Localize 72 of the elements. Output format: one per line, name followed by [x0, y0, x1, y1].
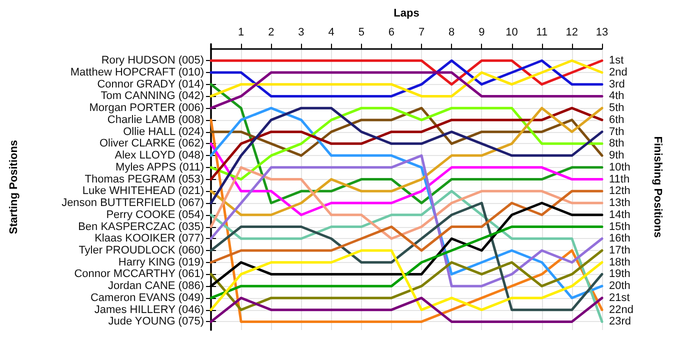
y2-tick-label: 7th [609, 126, 624, 138]
category-label: Thomas PEGRAM (053) [84, 173, 204, 186]
category-label: James HILLERY (046) [94, 304, 204, 316]
y2-tick-label: 19th [609, 268, 630, 280]
x-tick-label: 5 [358, 26, 364, 38]
line-series [210, 202, 604, 312]
y2-tick-label: 14th [609, 208, 630, 221]
x-tick-label: 2 [268, 26, 274, 38]
category-label: Tom CANNING (042) [100, 90, 204, 102]
y2-tick-label: 20th [609, 280, 630, 292]
category-label: Ben KASPERCZAC (035) [78, 220, 204, 233]
x-tick-label: 6 [388, 26, 395, 38]
y2-tick-label: 18th [609, 256, 630, 268]
line-series [210, 190, 604, 264]
category-label: Ollie HALL (024) [123, 126, 204, 138]
y2-tick-label: 11th [609, 173, 630, 186]
line-series [210, 154, 604, 288]
x-tick-label: 4 [328, 26, 334, 38]
y2-tick-label: 8th [609, 138, 624, 150]
x-tick-label: 3 [298, 26, 304, 38]
category-label: Jude YOUNG (075) [108, 316, 204, 328]
line-series [210, 249, 604, 312]
x-tick-label: 1 [238, 26, 244, 38]
x-axis-title: Laps [394, 8, 420, 20]
y2-tick-label: 22nd [609, 304, 634, 316]
line-series [210, 59, 604, 98]
y2-tick-label: 17th [609, 244, 630, 256]
category-label: Klaas KOOIKER (077) [94, 232, 204, 245]
x-tick-label: 13 [596, 26, 608, 38]
category-label: Tyler PROUDLOCK (060) [78, 244, 204, 256]
category-label: Matthew HOPCRAFT (010) [70, 66, 204, 78]
y2-tick-label: 12th [609, 185, 630, 198]
category-label: Perry COOKE (054) [106, 208, 204, 221]
y2-tick-label: 5th [609, 102, 624, 114]
x-tick-label: 11 [536, 26, 548, 38]
x-tick-label: 10 [506, 26, 518, 38]
category-label: Connor GRADY (014) [97, 78, 204, 90]
y2-tick-label: 1st [609, 54, 624, 67]
y2-tick-label: 15th [609, 220, 630, 233]
y2-tick-label: 21st [609, 292, 630, 304]
line-series [210, 226, 604, 300]
line-series [210, 106, 604, 181]
x-tick-label: 12 [566, 26, 578, 38]
x-tick-label: 7 [418, 26, 425, 38]
line-series [210, 142, 604, 216]
category-label: Connor MCCARTHY (061) [74, 268, 204, 280]
category-label: Oliver CLARKE (062) [99, 138, 204, 150]
category-label: Charlie LAMB (008) [107, 114, 204, 126]
y2-tick-label: 9th [609, 150, 624, 162]
category-label: Jenson BUTTERFIELD (067) [62, 197, 204, 210]
x-tick-label: 8 [448, 26, 455, 38]
line-series [210, 190, 604, 323]
y2-tick-label: 3rd [609, 78, 625, 90]
y2-axis-title: Finishing Positions [652, 136, 664, 238]
y2-tick-label: 4th [609, 90, 624, 102]
category-label: Morgan PORTER (006) [89, 102, 204, 114]
category-label: Jordan CANE (086) [108, 280, 204, 292]
text: Starting Positions [8, 140, 20, 234]
y2-tick-label: 23rd [609, 316, 632, 328]
category-label: Rory HUDSON (005) [101, 54, 204, 67]
y2-tick-label: 13th [609, 197, 630, 210]
category-label: Cameron EVANS (049) [90, 292, 204, 304]
x-tick-label: 9 [478, 26, 485, 38]
y2-tick-label: 6th [609, 114, 624, 126]
y2-tick-label: 2nd [609, 66, 628, 78]
category-label: Harry KING (019) [118, 256, 204, 268]
category-label: Luke WHITEHEAD (021) [82, 185, 204, 198]
y2-tick-label: 10th [609, 161, 630, 174]
y2-tick-label: 16th [609, 232, 630, 245]
line-series [210, 166, 604, 240]
category-label: Myles APPS (011) [116, 161, 204, 174]
category-label: Alex LLOYD (048) [114, 150, 204, 162]
